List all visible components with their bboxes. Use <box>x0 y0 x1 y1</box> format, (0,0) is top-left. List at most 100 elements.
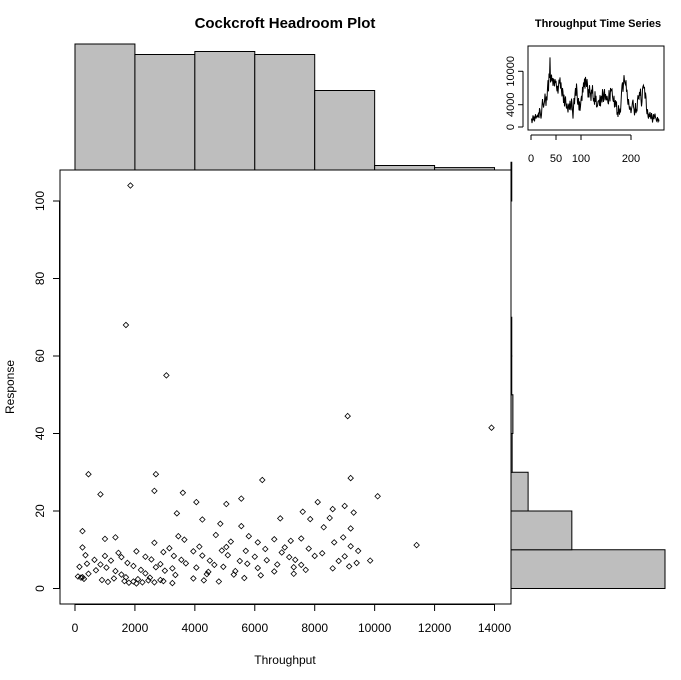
right-histogram-bar <box>510 549 666 589</box>
x-axis-tick-label: 8000 <box>301 621 328 635</box>
scatter-point <box>241 574 248 582</box>
scatter-point <box>291 556 299 564</box>
scatter-point <box>101 552 109 560</box>
scatter-point <box>151 579 158 586</box>
scatter-point <box>118 571 125 578</box>
scatter-point <box>320 524 327 531</box>
scatter-point <box>344 412 351 420</box>
scatter-point <box>118 553 125 561</box>
inset-x-axis-tick-label: 50 <box>550 153 562 165</box>
scatter-point <box>223 543 230 551</box>
right-histogram-bar <box>510 471 529 512</box>
scatter-point <box>178 556 185 564</box>
scatter-point <box>218 547 226 554</box>
scatter-point <box>82 551 89 559</box>
inset-x-axis: 0 50 100 200 <box>528 134 640 165</box>
scatter-point <box>413 541 420 549</box>
y-axis-tick-label: 100 <box>33 191 47 211</box>
scatter-point <box>329 565 336 572</box>
scatter-point <box>175 532 182 540</box>
scatter-point <box>278 549 286 556</box>
scatter-point <box>124 559 131 567</box>
scatter-point <box>311 552 318 560</box>
scatter-panel: 0 2000 4000 6000 8000 10000 12000 14000 0 20 40 60… <box>3 169 512 667</box>
scatter-point <box>223 500 230 508</box>
x-axis-label: Throughput <box>254 653 316 667</box>
scatter-point <box>91 556 98 564</box>
scatter-point <box>285 553 293 561</box>
scatter-point <box>215 578 223 585</box>
scatter-point <box>112 567 119 575</box>
scatter-point <box>273 561 281 568</box>
scatter-point <box>276 515 284 522</box>
scatter-point <box>160 548 167 556</box>
throughput-time-series-inset: Throughput Time Series 0 50 100 200 0 4000 10… <box>505 18 665 165</box>
scatter-point <box>163 372 170 379</box>
top-histogram-bar <box>194 51 256 171</box>
scatter-point <box>83 560 91 567</box>
scatter-point <box>182 560 190 567</box>
scatter-point <box>101 535 109 543</box>
y-axis-tick-label: 80 <box>33 272 47 286</box>
inset-x-axis-tick-label: 200 <box>622 153 640 165</box>
top-histogram-bar <box>254 54 316 171</box>
scatter-point <box>199 552 206 559</box>
scatter-point <box>329 505 336 513</box>
scatter-point <box>341 502 348 510</box>
inset-x-axis-tick-label: 0 <box>528 153 534 165</box>
scatter-point <box>350 509 357 516</box>
scatter-point <box>151 539 158 547</box>
scatter-point <box>211 561 218 569</box>
scatter-point <box>112 534 119 541</box>
scatter-point <box>137 566 145 574</box>
scatter-point <box>80 575 88 583</box>
inset-series-line <box>531 57 660 124</box>
scatter-point <box>347 474 354 482</box>
scatter-point <box>170 552 178 560</box>
scatter-point <box>341 553 348 560</box>
x-axis-tick-label: 6000 <box>241 621 268 635</box>
scatter-point <box>146 574 154 581</box>
scatter-point <box>127 182 134 189</box>
scatter-point <box>161 567 169 574</box>
scatter-point <box>145 577 152 584</box>
scatter-point <box>297 535 305 542</box>
scatter-point <box>85 570 92 578</box>
scatter-point <box>92 567 100 574</box>
scatter-point <box>347 525 354 532</box>
scatter-point <box>121 577 128 585</box>
scatter-point <box>297 561 305 569</box>
main-chart-title: Cockcroft Headroom Plot <box>195 15 376 32</box>
x-axis-tick-label: 12000 <box>418 621 452 635</box>
inset-x-axis-tick-label: 100 <box>572 153 590 165</box>
inset-y-axis-tick-label: 10000 <box>505 56 517 87</box>
scatter-point <box>160 577 167 585</box>
scatter-point <box>190 548 197 555</box>
scatter-point <box>97 561 104 568</box>
scatter-point <box>251 553 259 560</box>
scatter-point <box>302 566 309 574</box>
scatter-point <box>148 556 155 563</box>
scatter-point <box>79 544 86 551</box>
scatter-point <box>107 557 115 564</box>
scatter-point <box>224 551 232 559</box>
scatter-point <box>193 564 200 571</box>
top-histogram-bar <box>374 165 436 171</box>
scatter-point <box>152 563 160 571</box>
scatter-point <box>85 470 92 478</box>
inset-y-axis-tick-label: 0 <box>505 124 517 130</box>
scatter-point <box>259 476 266 484</box>
scatter-point <box>262 545 269 553</box>
scatter-point <box>139 579 146 586</box>
scatter-point <box>206 557 214 564</box>
scatter-point <box>133 548 140 555</box>
x-axis-tick-label: 14000 <box>478 621 512 635</box>
scatter-point <box>196 543 203 550</box>
scatter-point <box>179 489 187 497</box>
scatter-point <box>166 544 173 552</box>
inset-chart-title: Throughput Time Series <box>535 18 661 30</box>
scatter-point <box>142 553 149 560</box>
scatter-point <box>97 491 104 498</box>
scatter-point <box>236 557 244 565</box>
